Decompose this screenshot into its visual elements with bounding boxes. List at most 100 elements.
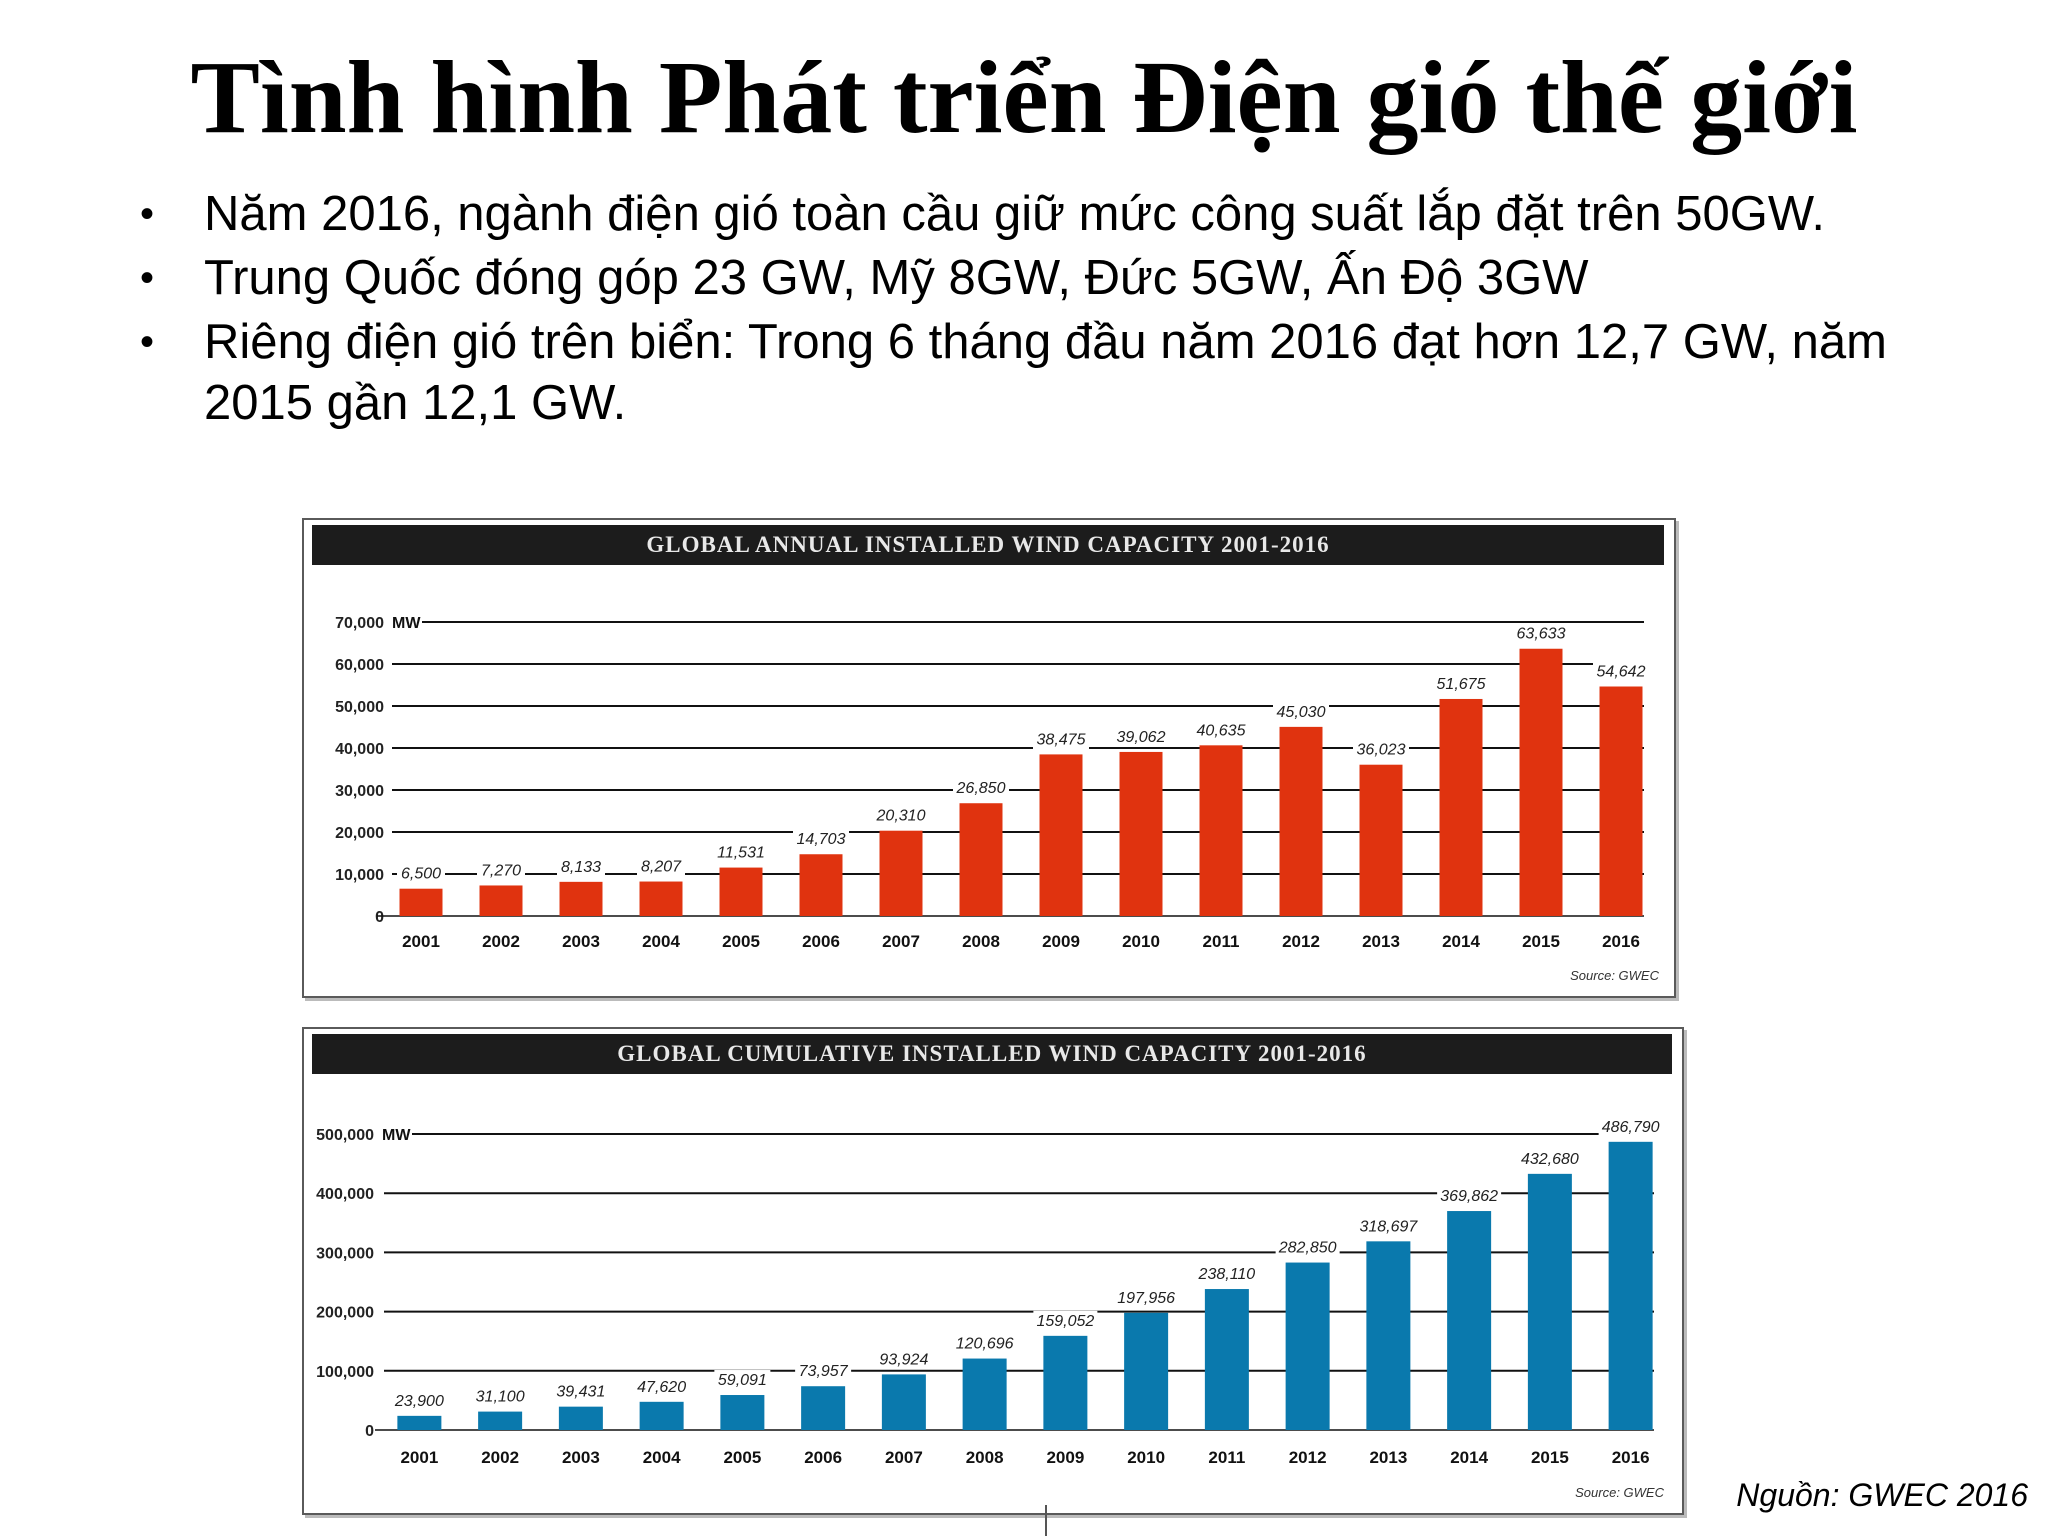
data-label: 318,697 — [1359, 1218, 1418, 1235]
y-tick-label: 30,000 — [335, 783, 384, 800]
data-label-bg — [397, 863, 445, 884]
chart-source: Source: GWEC — [1570, 968, 1659, 983]
x-tick-label: 2016 — [1602, 932, 1640, 951]
x-tick-label: 2012 — [1282, 932, 1320, 951]
data-label-bg — [557, 856, 605, 877]
cumulative-capacity-chart: GLOBAL CUMULATIVE INSTALLED WIND CAPACIT… — [302, 1027, 1684, 1515]
data-label-bg — [713, 842, 769, 863]
bar — [1119, 751, 1163, 916]
data-label-bg — [1113, 726, 1169, 747]
bar — [639, 881, 683, 916]
bullet-icon: • — [140, 256, 155, 300]
bar — [962, 1358, 1007, 1430]
data-label-bg — [1273, 701, 1329, 722]
unit-label: MW — [392, 615, 421, 632]
y-tick-label: 70,000 — [335, 615, 384, 632]
data-label: 23,900 — [394, 1393, 444, 1410]
data-label: 486,790 — [1602, 1119, 1660, 1136]
data-label: 26,850 — [956, 780, 1006, 797]
x-tick-label: 2002 — [481, 1448, 519, 1467]
bar — [479, 885, 523, 916]
chart-plot: 0 100,000 200,000 300,000 400,000 500,000 MW 23… — [316, 1116, 1665, 1500]
data-label: 8,207 — [641, 859, 682, 876]
data-label: 7,270 — [481, 862, 521, 879]
data-label-bg — [552, 1381, 609, 1402]
bullet-item: • Trung Quốc đóng góp 23 GW, Mỹ 8GW, Đức … — [140, 248, 1900, 309]
data-label: 120,696 — [956, 1336, 1014, 1353]
bar — [1285, 1262, 1330, 1430]
data-label: 14,703 — [797, 831, 846, 848]
data-label-bg — [875, 1349, 932, 1370]
data-label: 36,023 — [1357, 742, 1406, 759]
chart-title: GLOBAL CUMULATIVE INSTALLED WIND CAPACIT… — [312, 1034, 1672, 1074]
bar — [959, 803, 1003, 916]
bar — [1608, 1141, 1653, 1430]
bar — [559, 881, 603, 916]
bar — [1124, 1312, 1169, 1430]
data-label-bg — [1353, 739, 1409, 760]
data-label: 54,642 — [1597, 664, 1646, 681]
data-label: 369,862 — [1440, 1188, 1498, 1205]
data-label-bg — [633, 1376, 690, 1397]
data-label-bg — [391, 1390, 448, 1411]
x-tick-label: 2001 — [400, 1448, 438, 1467]
x-tick-label: 2004 — [643, 1448, 681, 1467]
x-tick-label: 2008 — [966, 1448, 1004, 1467]
bar — [720, 1395, 765, 1430]
bar — [1519, 648, 1563, 916]
data-label: 8,133 — [561, 859, 601, 876]
y-tick-label: 10,000 — [335, 867, 384, 884]
data-label-bg — [952, 1333, 1017, 1354]
data-label: 432,680 — [1521, 1151, 1579, 1168]
source-note: Nguồn: GWEC 2016 — [1736, 1477, 2028, 1513]
y-tick-label: 200,000 — [316, 1305, 374, 1322]
data-label-bg — [1356, 1216, 1421, 1237]
bullet-icon: • — [140, 192, 155, 236]
data-label-bg — [873, 805, 929, 826]
bar — [1439, 698, 1483, 916]
data-label: 45,030 — [1277, 704, 1326, 721]
bullet-item: • Riêng điện gió trên biển: Trong 6 tháng… — [140, 312, 1900, 434]
x-tick-label: 2005 — [723, 1448, 761, 1467]
bar — [1279, 726, 1323, 916]
x-tick-label: 2014 — [1442, 932, 1480, 951]
y-tick-label: 500,000 — [316, 1127, 374, 1144]
bar — [799, 854, 843, 916]
bar — [1043, 1335, 1088, 1430]
annual-capacity-chart: GLOBAL ANNUAL INSTALLED WIND CAPACITY 20… — [302, 518, 1676, 998]
data-label-bg — [793, 829, 849, 850]
data-label: 197,956 — [1117, 1290, 1175, 1307]
bullet-item: • Năm 2016, ngành điện gió toàn cầu giữ m… — [140, 184, 1900, 245]
data-label-bg — [1033, 729, 1089, 750]
x-tick-label: 2008 — [962, 932, 1000, 951]
bar — [801, 1386, 846, 1430]
y-tick-label: 100,000 — [316, 1364, 374, 1381]
data-label: 282,850 — [1278, 1240, 1337, 1257]
x-tick-label: 2003 — [562, 1448, 600, 1467]
unit-label-bg — [376, 1122, 412, 1146]
y-tick-label: 400,000 — [316, 1186, 374, 1203]
data-label-bg — [795, 1361, 852, 1382]
bar — [558, 1406, 603, 1430]
unit-label: MW — [382, 1127, 411, 1144]
bar — [1359, 764, 1403, 916]
x-tick-label: 2015 — [1522, 932, 1560, 951]
bullet-text: Năm 2016, ngành điện gió toàn cầu giữ mứ… — [204, 187, 1825, 241]
x-tick-label: 2014 — [1450, 1448, 1488, 1467]
divider — [1045, 1505, 1047, 1536]
x-tick-label: 2001 — [402, 932, 440, 951]
data-label: 63,633 — [1517, 626, 1566, 643]
data-label-bg — [1437, 1186, 1502, 1207]
x-tick-label: 2011 — [1203, 932, 1240, 951]
x-tick-label: 2011 — [1208, 1448, 1245, 1467]
bar — [881, 1374, 926, 1430]
x-tick-label: 2009 — [1046, 1448, 1084, 1467]
bar — [397, 1415, 442, 1430]
x-tick-label: 2004 — [642, 932, 680, 951]
x-tick-label: 2007 — [882, 932, 920, 951]
data-label-bg — [1513, 623, 1569, 644]
data-label: 20,310 — [876, 808, 926, 825]
x-tick-label: 2013 — [1369, 1448, 1407, 1467]
y-tick-label: 50,000 — [335, 699, 384, 716]
bar — [1199, 745, 1243, 916]
